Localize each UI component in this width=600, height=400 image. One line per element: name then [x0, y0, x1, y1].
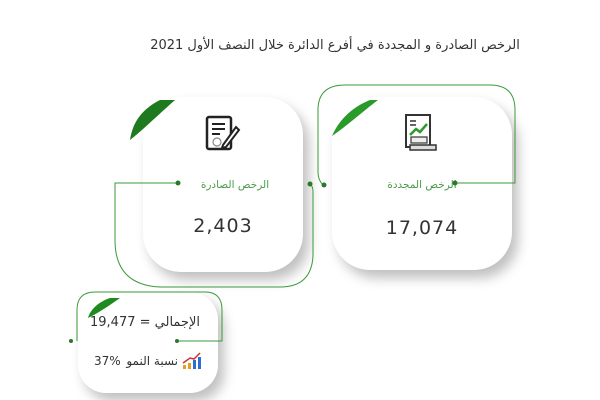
total-text: الإجمالي = 19,477: [90, 315, 200, 330]
issued-licenses-value: 2,403: [193, 215, 253, 237]
growth-label: نسبة النمو: [126, 354, 178, 368]
page-title: الرخص الصادرة و المجددة في أفرع الدائرة …: [150, 38, 520, 53]
connector-dot: [69, 339, 73, 343]
document-edit-icon: [205, 115, 241, 151]
connector-dot: [175, 339, 179, 343]
summary-leaf: [88, 298, 120, 318]
issued-leaf: [130, 100, 175, 140]
summary-card: الإجمالي = 19,477 نسبة النمو 37%: [78, 292, 218, 393]
growth-bar-chart-icon: [182, 352, 201, 369]
growth-value: 37%: [94, 354, 121, 368]
issued-licenses-card: الرخص الصادرة 2,403: [143, 97, 303, 272]
connector-dot: [452, 180, 458, 186]
renewed-leaf: [332, 100, 378, 136]
renewed-licenses-label: الرخص المجددة: [387, 179, 457, 191]
connector-dot: [321, 182, 327, 188]
connector-dot: [307, 181, 313, 187]
connector-dot: [175, 180, 181, 186]
issued-licenses-label: الرخص الصادرة: [200, 179, 270, 191]
report-chart-scroll-icon: [405, 114, 437, 151]
renewed-licenses-value: 17,074: [385, 217, 459, 239]
